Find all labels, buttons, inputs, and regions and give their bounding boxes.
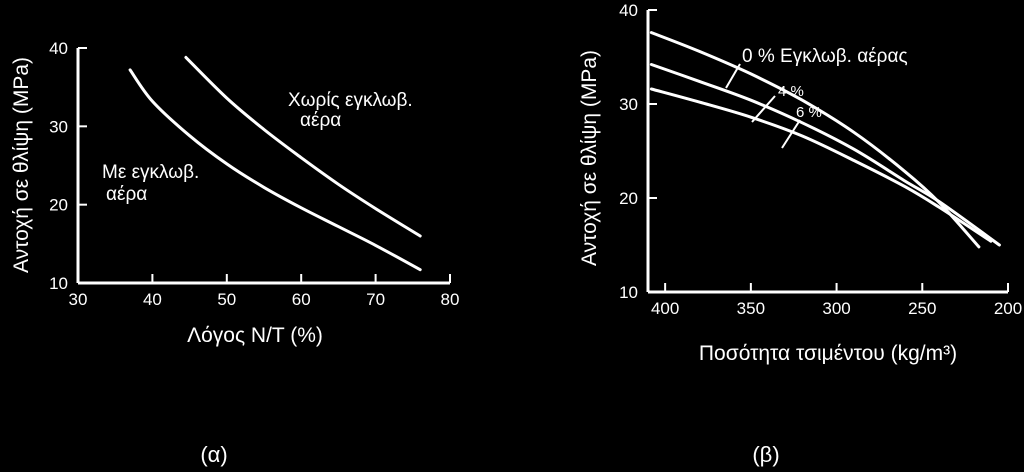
chart-b-leader-4: [751, 95, 776, 123]
chart-a-x-tick-label: 60: [292, 290, 311, 309]
chart-a-annotation-no-air-line-2: αέρα: [300, 110, 341, 131]
chart-a-x-tick-label: 40: [143, 290, 162, 309]
chart-b-leader-0: [725, 63, 741, 89]
chart-b-x-tick-label: 200: [994, 299, 1022, 318]
chart-a-x-tick-label: 50: [217, 290, 236, 309]
chart-a-x-tick-label: 80: [441, 290, 460, 309]
chart-a-x-label: Λόγος N/T (%): [187, 324, 323, 347]
chart-b-series-line-2: [649, 87, 993, 243]
chart-a-y-tick-label: 20: [49, 196, 68, 215]
chart-b: 400 350 300 250 200 10 20 30 40 0 % Εγκλωβ. αέρ…: [578, 1, 1022, 365]
chart-b-annotation-0pct: 0 % Εγκλωβ. αέρας: [742, 46, 908, 67]
chart-b-annotation-6pct: 6 %: [796, 104, 822, 121]
chart-a-panel-label: (α): [200, 442, 227, 467]
chart-b-y-tick-label: 30: [619, 95, 638, 114]
chart-b-y-tick-label: 10: [619, 283, 638, 302]
chart-a-y-tick-label: 30: [49, 117, 68, 136]
chart-a-annotation-air-line-2: αέρα: [106, 184, 147, 205]
chart-b-x-tick-label: 350: [737, 299, 765, 318]
chart-b-leader-6: [781, 119, 801, 149]
chart-b-x-tick-label: 300: [822, 299, 850, 318]
chart-a-x-tick-label: 70: [366, 290, 385, 309]
chart-b-x-tick-label: 250: [908, 299, 936, 318]
chart-b-panel-label: (β): [752, 442, 779, 467]
chart-b-plot-area: [648, 10, 1008, 292]
chart-b-y-tick-label: 40: [619, 1, 638, 20]
chart-a-y-label: Αντοχή σε θλίψη (MPa): [10, 57, 33, 273]
chart-a-series-line-1: [128, 68, 422, 272]
chart-b-y-tick-label: 20: [619, 189, 638, 208]
chart-b-x-tick-label: 400: [651, 299, 679, 318]
chart-b-x-label: Ποσότητα τσιμέντου (kg/m³): [699, 342, 957, 365]
chart-b-series-line-1: [649, 63, 1001, 247]
chart-a-y-tick-label: 10: [49, 274, 68, 293]
chart-b-y-label: Αντοχή σε θλίψη (MPa): [578, 50, 601, 266]
chart-a: 30 40 50 60 70 80 10 20 30 40 Χωρίς εγκλωβ. αέρα…: [10, 39, 459, 347]
chart-a-annotation-air-line-1: Με εγκλωβ.: [102, 162, 199, 183]
chart-a-y-tick-label: 40: [49, 39, 68, 58]
chart-b-annotation-4pct: 4 %: [778, 83, 804, 100]
chart-a-series-line-0: [184, 55, 422, 238]
caption-strip: [0, 430, 1024, 472]
chart-a-x-tick-label: 30: [69, 290, 88, 309]
chart-a-annotation-no-air-line-1: Χωρίς εγκλωβ.: [288, 90, 413, 111]
